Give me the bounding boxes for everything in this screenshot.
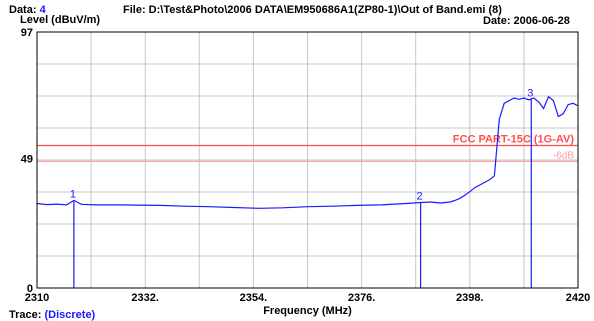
file-path: File: D:\Test&Photo\2006 DATA\EM950686A1… xyxy=(123,4,502,16)
data-indicator: Data: 4 xyxy=(9,4,46,16)
x-axis-label: Frequency (MHz) xyxy=(263,305,352,317)
x-tick-label: 2420 xyxy=(566,292,590,304)
y-axis-label: Level (dBuV/m) xyxy=(20,14,100,26)
markers: 1 2 3 xyxy=(70,87,533,288)
report-date: Date: 2006-06-28 xyxy=(483,15,570,27)
grid xyxy=(37,32,578,288)
x-tick-label: 2376. xyxy=(348,292,376,304)
y-tick-label: 97 xyxy=(21,27,33,39)
x-tick-label: 2354. xyxy=(240,292,268,304)
x-tick-label: 2332. xyxy=(131,292,159,304)
trace-value: (Discrete) xyxy=(44,309,96,321)
y-tick-label: 0 xyxy=(27,283,33,295)
trace-label: Trace: xyxy=(9,309,42,321)
x-tick-label: 2398. xyxy=(456,292,484,304)
marker-label: 3 xyxy=(527,87,533,99)
limit-line-label: -6dB xyxy=(553,150,574,161)
limit-line-label: FCC PART-15C (1G-AV) xyxy=(453,133,575,145)
marker-label: 1 xyxy=(70,188,76,200)
data-value: 4 xyxy=(39,4,46,16)
data-label: Data: xyxy=(9,4,37,16)
plot-frame xyxy=(36,31,579,289)
limit-lines: FCC PART-15C (1G-AV) -6dB xyxy=(37,133,578,162)
y-tick-label: 49 xyxy=(21,154,33,166)
trace-indicator: Trace: (Discrete) xyxy=(9,309,95,321)
x-tick-label: 2310 xyxy=(25,292,49,304)
tick-labels: 2310 2332. 2354. 2376. 2398. 2420 0 49 97 xyxy=(21,27,590,304)
level-trace xyxy=(36,95,579,209)
marker-label: 2 xyxy=(417,190,423,202)
